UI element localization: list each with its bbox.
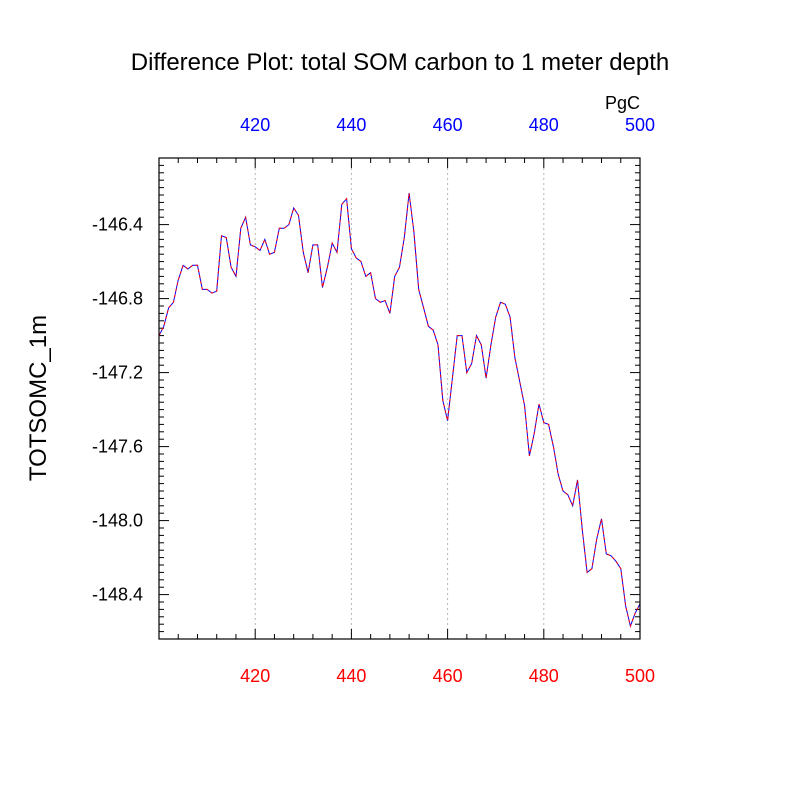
series-line-red-dashed xyxy=(158,193,641,628)
x-gridlines xyxy=(254,158,545,639)
y-tick-label: -147.6 xyxy=(92,437,143,457)
y-tick-label: -146.4 xyxy=(92,215,143,235)
x-tick-label-top: 480 xyxy=(529,115,559,135)
y-tick-label: -148.4 xyxy=(92,585,143,605)
x-tick-label-top: 440 xyxy=(336,115,366,135)
plot-frame xyxy=(158,157,641,640)
y-tick-label: -147.2 xyxy=(92,363,143,383)
x-tick-label-bottom: 440 xyxy=(336,666,366,686)
tick-labels: 420 440 460 480 500 420 440 460 480 500 -146.4 -146… xyxy=(92,115,655,686)
x-tick-label-bottom: 500 xyxy=(625,666,655,686)
chart-title: Difference Plot: total SOM carbon to 1 m… xyxy=(131,49,670,76)
tick-marks xyxy=(158,157,641,640)
y-axis-label: TOTSOMC_1m xyxy=(25,315,52,481)
series-line-blue xyxy=(158,193,641,628)
data-series xyxy=(158,193,641,628)
x-tick-label-bottom: 420 xyxy=(240,666,270,686)
y-tick-label: -146.8 xyxy=(92,289,143,309)
units-label: PgC xyxy=(605,93,640,113)
y-tick-label: -148.0 xyxy=(92,511,143,531)
x-tick-label-top: 500 xyxy=(625,115,655,135)
x-tick-label-top: 460 xyxy=(433,115,463,135)
x-tick-label-top: 420 xyxy=(240,115,270,135)
x-tick-label-bottom: 480 xyxy=(529,666,559,686)
x-tick-label-bottom: 460 xyxy=(433,666,463,686)
